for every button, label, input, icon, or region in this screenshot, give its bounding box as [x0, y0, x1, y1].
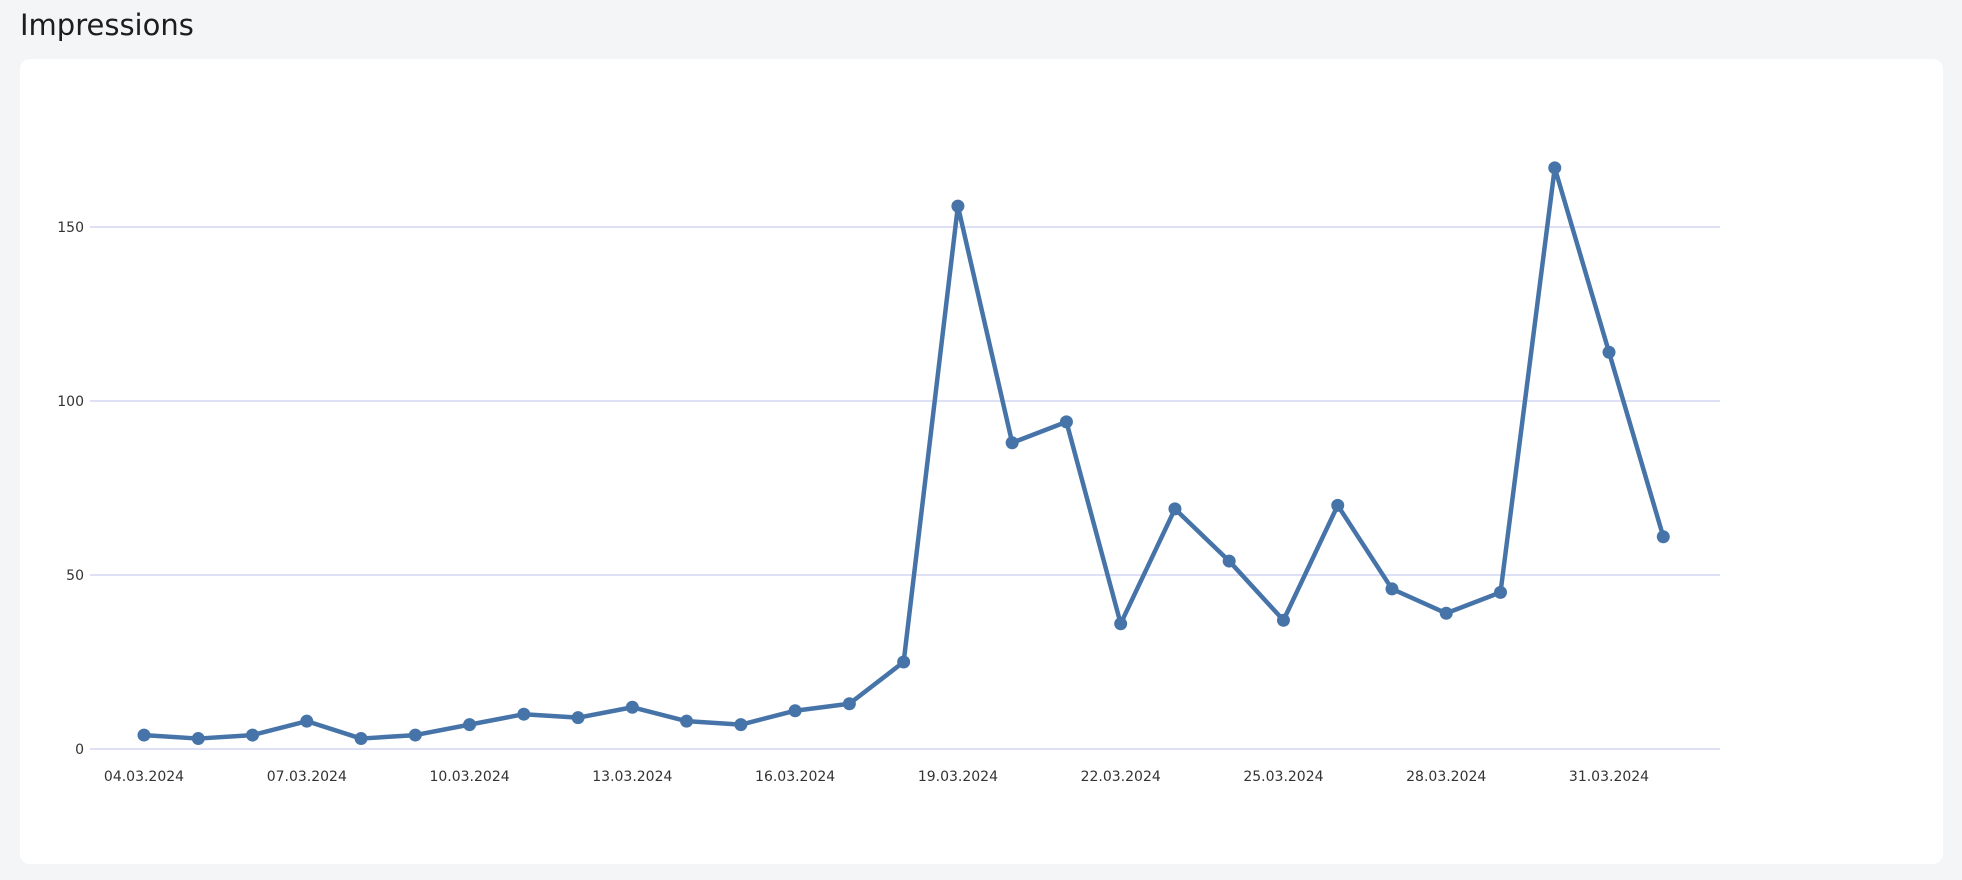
- data-point[interactable]: [1494, 585, 1507, 599]
- grid-lines: [90, 226, 1720, 750]
- x-tick-label: 04.03.2024: [104, 769, 184, 785]
- y-tick-label-50: 50: [66, 568, 84, 584]
- data-point[interactable]: [1331, 498, 1345, 512]
- data-point[interactable]: [1168, 502, 1182, 516]
- y-tick-label-0: 0: [75, 742, 84, 758]
- y-tick-label-100: 100: [57, 394, 84, 410]
- data-point[interactable]: [571, 711, 585, 725]
- x-tick-label: 10.03.2024: [429, 769, 509, 785]
- data-point[interactable]: [300, 714, 314, 728]
- data-point[interactable]: [354, 732, 368, 746]
- data-point[interactable]: [408, 728, 422, 742]
- data-point[interactable]: [842, 697, 856, 711]
- data-point[interactable]: [1656, 530, 1670, 544]
- data-point[interactable]: [788, 704, 802, 718]
- data-point[interactable]: [1602, 345, 1616, 359]
- data-point[interactable]: [137, 728, 151, 742]
- x-tick-label: 25.03.2024: [1243, 769, 1323, 785]
- data-point[interactable]: [734, 718, 748, 732]
- series-impressions: [137, 161, 1670, 746]
- x-tick-label: 19.03.2024: [918, 769, 998, 785]
- data-point[interactable]: [1114, 617, 1128, 631]
- page-title: Impressions: [20, 8, 194, 42]
- y-axis-ticks: 0 50 100 150: [57, 220, 84, 758]
- data-point[interactable]: [1439, 606, 1453, 620]
- chart-card: 0 50 100 150 04.03.2024 07.03.2024 10.03.2024…: [20, 59, 1943, 864]
- data-point[interactable]: [517, 707, 531, 721]
- x-tick-label: 16.03.2024: [755, 769, 835, 785]
- data-point[interactable]: [1548, 161, 1562, 175]
- data-point[interactable]: [951, 199, 965, 213]
- data-point[interactable]: [463, 718, 477, 732]
- data-point[interactable]: [1059, 415, 1073, 429]
- x-tick-label: 22.03.2024: [1081, 769, 1161, 785]
- y-tick-label-150: 150: [57, 220, 84, 236]
- x-tick-label: 13.03.2024: [592, 769, 672, 785]
- x-tick-label: 31.03.2024: [1569, 769, 1649, 785]
- impressions-line-chart: 0 50 100 150 04.03.2024 07.03.2024 10.03.2024…: [57, 161, 1720, 785]
- data-point[interactable]: [246, 728, 260, 742]
- data-point[interactable]: [897, 655, 911, 669]
- x-tick-label: 07.03.2024: [267, 769, 347, 785]
- data-point[interactable]: [1222, 554, 1236, 568]
- series-line: [141, 165, 1666, 741]
- x-axis-ticks: 04.03.2024 07.03.2024 10.03.2024 13.03.2024…: [104, 769, 1649, 785]
- x-tick-label: 28.03.2024: [1406, 769, 1486, 785]
- data-point[interactable]: [680, 714, 694, 728]
- data-point[interactable]: [1005, 436, 1019, 450]
- data-point[interactable]: [1276, 613, 1290, 627]
- data-point[interactable]: [191, 732, 205, 746]
- data-point[interactable]: [1385, 582, 1399, 596]
- data-point[interactable]: [625, 700, 639, 714]
